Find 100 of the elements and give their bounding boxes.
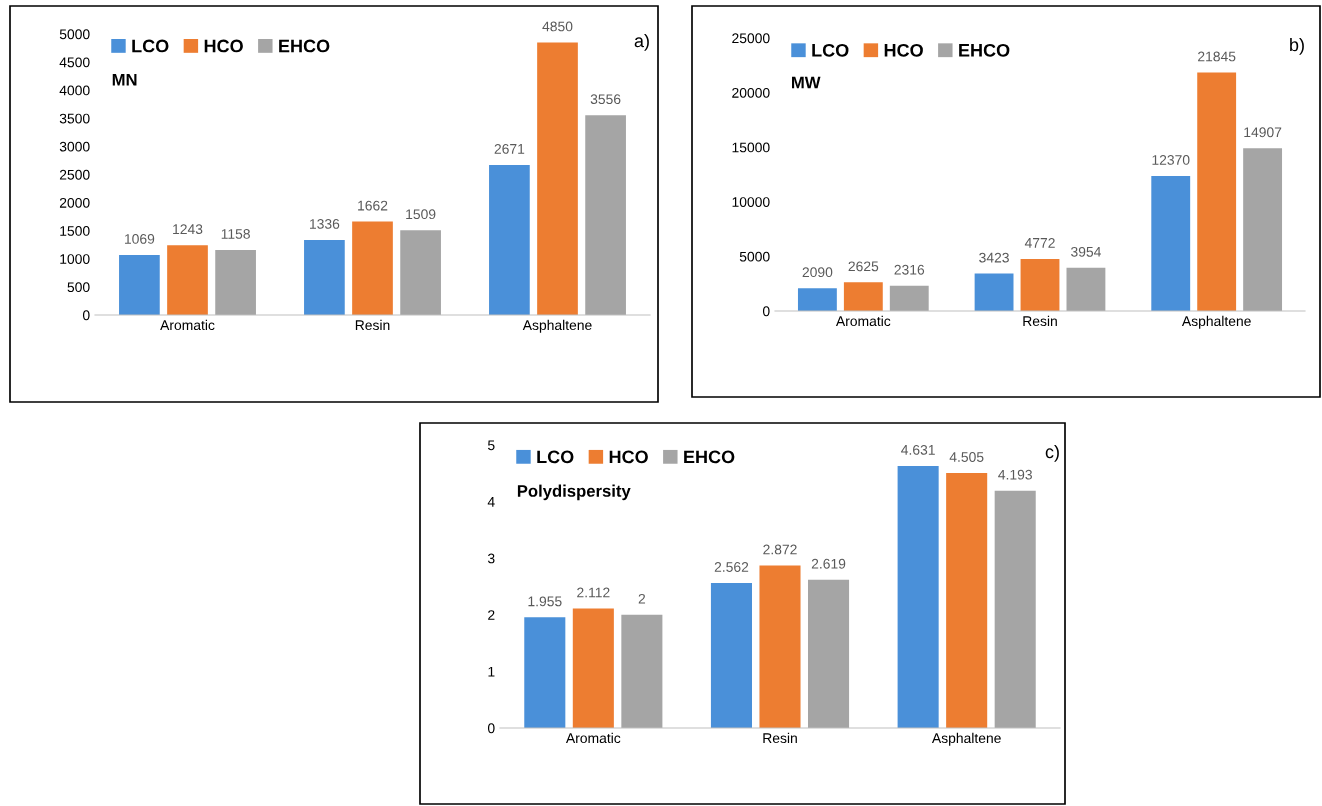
text: MW [792, 76, 821, 89]
data-label: 4.505 [949, 452, 984, 462]
bar [585, 115, 626, 315]
bar [352, 221, 393, 315]
bar [889, 285, 929, 311]
x-tick-label: Asphaltene [1181, 315, 1251, 329]
bar [946, 473, 988, 728]
data-label: 4772 [1024, 237, 1055, 248]
legend-label: HCO [609, 450, 648, 464]
data-label: 1069 [125, 234, 155, 244]
bar [167, 245, 208, 315]
bar [994, 490, 1036, 728]
bar [759, 565, 801, 728]
x-tick-label: Resin [1023, 315, 1057, 327]
bar [897, 465, 939, 728]
x-tick-label: Resin [355, 319, 390, 331]
data-label: 1.955 [528, 596, 562, 607]
y-tick-label: 4500 [59, 57, 90, 68]
legend-label: LCO [537, 450, 574, 464]
y-tick-label: 0 [82, 310, 90, 321]
y-tick-label: 25000 [732, 33, 770, 44]
x-tick-label: Asphaltene [931, 732, 1001, 746]
text: MN [112, 73, 137, 86]
bar [489, 164, 530, 315]
data-label: 1158 [221, 229, 250, 239]
data-label: 2.619 [811, 558, 846, 569]
legend-label: LCO [132, 39, 169, 53]
bar [843, 282, 883, 311]
data-label: 1336 [310, 219, 340, 229]
bar [572, 608, 614, 728]
y-tick-label: 1 [488, 666, 495, 677]
y-tick-label: 2000 [59, 197, 90, 208]
y-tick-label: 0 [762, 306, 770, 317]
bar [797, 288, 837, 311]
y-tick-label: 20000 [732, 87, 770, 98]
y-tick-label: 500 [67, 282, 90, 293]
bar [304, 239, 345, 315]
y-tick-label: 3 [487, 553, 495, 564]
annotation: c) [1045, 445, 1059, 462]
data-label: 14907 [1244, 127, 1282, 138]
data-label: 3954 [1071, 246, 1101, 257]
legend-label: LCO [812, 43, 849, 57]
legend-label: EHCO [959, 43, 1010, 57]
legend-label: HCO [884, 43, 923, 57]
y-tick-label: 1500 [60, 226, 90, 236]
bar [621, 614, 663, 728]
y-tick-label: 2 [488, 610, 495, 620]
annotation: b) [1290, 38, 1304, 55]
data-label: 1662 [358, 200, 388, 211]
y-tick-label: 3500 [59, 113, 90, 124]
bar [524, 617, 566, 728]
data-label: 2671 [494, 143, 525, 154]
y-tick-label: 4000 [59, 85, 90, 96]
bar [1197, 72, 1237, 311]
data-label: 4.631 [901, 444, 935, 455]
y-tick-label: 10000 [732, 197, 770, 207]
bar [1243, 148, 1283, 311]
annotation: a) [634, 34, 649, 51]
data-label: 2090 [802, 267, 833, 278]
data-label: 2.872 [763, 544, 797, 555]
bar [537, 42, 578, 315]
bar [974, 273, 1014, 311]
data-label: 3423 [979, 252, 1009, 263]
y-tick-label: 1000 [60, 254, 90, 264]
x-tick-label: Resin [763, 732, 797, 744]
x-tick-label: Asphaltene [522, 319, 592, 333]
data-label: 2.562 [714, 562, 749, 572]
legend-label: EHCO [684, 450, 735, 464]
y-tick-label: 5000 [59, 29, 90, 40]
data-label: 2.112 [577, 587, 610, 598]
x-tick-label: Aromatic [835, 315, 891, 327]
data-label: 2316 [894, 264, 925, 275]
bar [215, 249, 256, 315]
y-tick-label: 5000 [739, 251, 770, 262]
data-label: 12370 [1152, 155, 1190, 165]
data-label: 4850 [542, 21, 573, 32]
legend-label: HCO [204, 39, 243, 53]
x-tick-label: Aromatic [160, 319, 215, 331]
data-label: 21845 [1198, 51, 1236, 62]
y-tick-label: 0 [487, 723, 495, 734]
y-tick-label: 4 [487, 497, 495, 507]
bar [1066, 267, 1106, 311]
data-label: 4.193 [998, 469, 1032, 480]
data-label: 1509 [406, 209, 436, 220]
y-tick-label: 2500 [59, 169, 90, 180]
text: Polydispersity [517, 484, 631, 501]
data-label: 2 [638, 593, 646, 604]
data-label: 3556 [590, 94, 621, 105]
bar [808, 579, 850, 728]
data-label: 2625 [848, 261, 879, 272]
y-tick-label: 5 [487, 440, 495, 451]
legend-label: EHCO [279, 39, 330, 53]
bar [1020, 258, 1060, 311]
bar [1151, 175, 1191, 311]
bar [400, 230, 441, 315]
data-label: 1243 [173, 224, 203, 235]
bar [710, 582, 752, 728]
bar [119, 254, 160, 315]
x-tick-label: Aromatic [565, 732, 621, 744]
y-tick-label: 15000 [732, 142, 770, 153]
